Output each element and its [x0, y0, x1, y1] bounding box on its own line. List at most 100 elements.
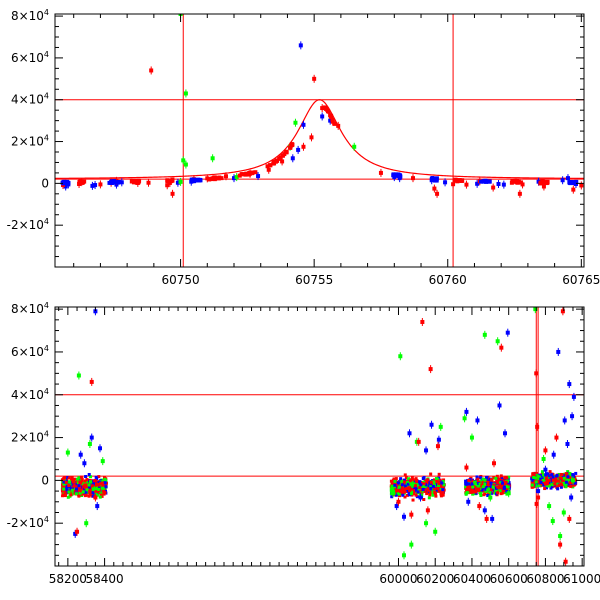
y-tick-label: 4×104 [11, 387, 49, 402]
cluster-point [278, 156, 283, 161]
blue-data-point [562, 418, 567, 423]
cluster-point [392, 173, 397, 178]
x-tick-label: 60600 [490, 572, 528, 586]
band-point [470, 482, 474, 486]
band-point [540, 470, 544, 474]
red-data-point [425, 508, 430, 513]
band-point [395, 483, 399, 487]
cluster-point [288, 145, 293, 150]
blue-data-point [565, 176, 570, 181]
band-point [97, 475, 101, 479]
red-data-point [416, 439, 421, 444]
band-point [481, 477, 485, 481]
band-point [469, 488, 473, 492]
band-point [84, 486, 88, 490]
x-tick-label: 60200 [416, 572, 454, 586]
band-point [420, 482, 424, 486]
band-point [496, 491, 500, 495]
band-point [544, 476, 548, 480]
band-point [423, 489, 427, 493]
band-point [421, 487, 425, 491]
blue-data-point [436, 437, 441, 442]
band-point [79, 489, 83, 493]
y-tick-label: -2×104 [7, 515, 49, 530]
cluster-point [332, 121, 337, 126]
blue-data-point [298, 43, 303, 48]
band-point [72, 477, 76, 481]
plot-area [55, 307, 584, 566]
band-point [401, 493, 405, 497]
red-data-point [301, 144, 306, 149]
band-point [432, 480, 436, 484]
x-tick-label: 58200 [49, 572, 87, 586]
band-point [67, 490, 71, 494]
band-point [421, 477, 425, 481]
band-point [486, 494, 490, 498]
band-point [555, 473, 559, 477]
band-point [541, 478, 545, 482]
band-point [439, 492, 443, 496]
y-tick-label: 0 [41, 176, 49, 190]
band-point [545, 486, 549, 490]
red-data-point [451, 182, 456, 187]
x-tick-label: 60765 [562, 273, 600, 287]
band-point [532, 476, 536, 480]
red-data-point [309, 135, 314, 140]
blue-data-point [73, 531, 78, 536]
red-data-point [435, 444, 440, 449]
band-point [501, 486, 505, 490]
blue-data-point [503, 431, 508, 436]
band-point [485, 485, 489, 489]
band-point [549, 486, 553, 490]
band-point [92, 480, 96, 484]
cluster-point [244, 171, 249, 176]
band-point [74, 492, 78, 496]
red-data-point [266, 167, 271, 172]
band-point [63, 494, 67, 498]
band-point [442, 483, 446, 487]
blue-data-point [78, 452, 83, 457]
band-point [438, 479, 442, 483]
band-point [465, 491, 469, 495]
cluster-point [135, 179, 140, 184]
red-data-point [336, 123, 341, 128]
band-point [71, 480, 75, 484]
red-data-point [98, 182, 103, 187]
blue-data-point [475, 181, 480, 186]
blue-data-point [475, 418, 480, 423]
band-point [564, 472, 568, 476]
band-point [410, 490, 414, 494]
band-point [504, 480, 508, 484]
band-point [486, 476, 490, 480]
cluster-point [212, 175, 217, 180]
band-point [495, 474, 499, 478]
blue-data-point [189, 179, 194, 184]
red-data-point [89, 379, 94, 384]
band-point [77, 488, 81, 492]
band-point [431, 489, 435, 493]
band-point [564, 485, 568, 489]
band-point [415, 495, 419, 499]
cluster-point [430, 177, 435, 182]
band-point [483, 482, 487, 486]
green-data-point [183, 91, 188, 96]
band-point [76, 477, 80, 481]
band-point [489, 481, 493, 485]
band-point [100, 481, 104, 485]
band-point [492, 483, 496, 487]
band-point [477, 487, 481, 491]
y-tick-label: 8×104 [11, 8, 49, 23]
band-point [88, 489, 92, 493]
green-data-point [100, 459, 105, 464]
band-point [104, 485, 108, 489]
blue-data-point [320, 114, 325, 119]
band-point [427, 496, 431, 500]
band-point [437, 482, 441, 486]
blue-data-point [175, 180, 180, 185]
band-point [99, 493, 103, 497]
band-point [89, 475, 93, 479]
blue-data-point [551, 452, 556, 457]
blue-data-point [429, 422, 434, 427]
red-data-point [409, 512, 414, 517]
band-point [469, 485, 473, 489]
